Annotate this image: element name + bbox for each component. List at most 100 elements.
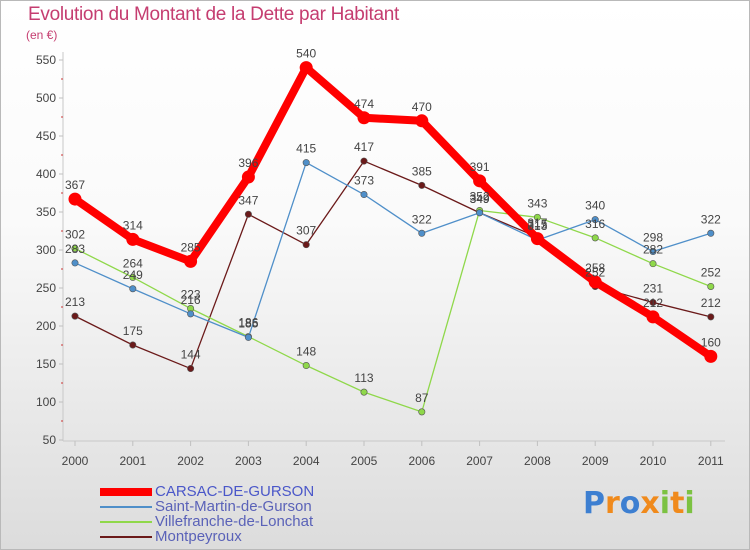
x-tick-label: 2001 (119, 454, 146, 468)
legend-swatch (100, 521, 152, 523)
data-point (187, 365, 195, 373)
data-point (649, 248, 657, 256)
data-point (71, 312, 79, 320)
data-point (360, 191, 368, 199)
logo-letter: t (670, 486, 685, 521)
data-label: 322 (701, 212, 721, 226)
data-point (649, 260, 657, 268)
data-label: 349 (470, 192, 490, 206)
x-tick-label: 2000 (62, 454, 89, 468)
data-label: 373 (354, 174, 374, 188)
data-label: 113 (354, 371, 373, 385)
data-point (299, 61, 313, 75)
data-point (591, 234, 599, 242)
data-label: 313 (527, 219, 547, 233)
data-label: 212 (643, 296, 663, 310)
data-point (360, 157, 368, 165)
data-point (129, 285, 137, 293)
data-point (418, 408, 426, 416)
logo-letter: P (583, 486, 605, 521)
data-point (126, 232, 140, 246)
data-label: 264 (123, 256, 143, 270)
data-point (68, 192, 82, 206)
legend-swatch (100, 506, 152, 508)
data-label: 367 (65, 178, 85, 192)
data-label: 160 (701, 335, 721, 349)
data-label: 213 (65, 295, 85, 309)
data-label: 302 (65, 227, 85, 241)
y-axis-unit: (en €) (26, 28, 58, 42)
x-tick-label: 2011 (698, 454, 724, 468)
x-tick-label: 2006 (408, 454, 435, 468)
data-point (302, 241, 310, 249)
y-tick-label: 350 (36, 205, 56, 219)
logo-letter: o (619, 486, 641, 521)
data-label: 212 (701, 296, 721, 310)
x-tick-label: 2003 (235, 454, 262, 468)
data-label: 316 (585, 217, 605, 231)
data-label: 231 (643, 281, 663, 295)
data-point (707, 282, 715, 290)
y-tick-label: 550 (36, 53, 56, 67)
data-point (184, 254, 198, 268)
data-label: 186 (238, 316, 258, 330)
legend-label: Montpeyroux (155, 528, 242, 545)
data-label: 415 (296, 142, 316, 156)
y-tick-label: 450 (36, 129, 56, 143)
data-label: 474 (354, 97, 374, 111)
data-label: 314 (123, 218, 143, 232)
data-label: 175 (123, 324, 143, 338)
data-label: 385 (412, 164, 432, 178)
data-label: 352 (470, 189, 490, 203)
data-point (707, 229, 715, 237)
data-point (533, 213, 541, 221)
proxiti-logo: Proxiti (583, 486, 695, 521)
data-label: 282 (643, 243, 663, 257)
data-point (473, 174, 487, 188)
data-point (241, 170, 255, 184)
data-point (129, 273, 137, 281)
legend-swatch (100, 536, 152, 538)
y-tick-label: 50 (43, 433, 57, 447)
data-point (71, 259, 79, 267)
y-tick-label: 500 (36, 91, 56, 105)
data-point (704, 349, 718, 363)
data-point (415, 114, 429, 128)
data-label: 285 (181, 240, 201, 254)
data-point (71, 244, 79, 252)
data-label: 148 (296, 345, 316, 359)
data-label: 470 (412, 100, 432, 114)
series-saint-martin-de-gurson (71, 159, 715, 341)
data-label: 298 (643, 231, 663, 245)
data-label: 258 (585, 261, 605, 275)
data-point (707, 313, 715, 321)
data-label: 249 (123, 268, 143, 282)
legend-label: CARSAC-DE-GURSON (155, 483, 315, 500)
data-point (360, 388, 368, 396)
legend-label: Saint-Martin-de-Gurson (155, 498, 312, 515)
data-point (649, 298, 657, 306)
series-montpeyroux (71, 157, 715, 373)
series-line (74, 160, 712, 370)
data-label: 252 (585, 265, 605, 279)
data-label: 391 (470, 160, 490, 174)
x-tick-label: 2008 (524, 454, 551, 468)
data-label: 283 (65, 242, 85, 256)
data-point (302, 159, 310, 167)
data-label: 396 (238, 156, 258, 170)
y-tick-label: 400 (36, 167, 56, 181)
logo-letter: i (684, 486, 695, 521)
data-point (418, 229, 426, 237)
y-tick-label: 200 (36, 319, 56, 333)
data-label: 317 (527, 216, 547, 230)
data-label: 144 (181, 348, 201, 362)
data-label: 315 (527, 218, 547, 232)
series-villefranche-de-lonchat (71, 206, 715, 416)
data-label: 87 (415, 391, 429, 405)
data-point (530, 232, 544, 246)
data-label: 252 (701, 265, 721, 279)
x-tick-label: 2004 (293, 454, 320, 468)
data-point (588, 275, 602, 289)
data-label: 340 (585, 199, 605, 213)
